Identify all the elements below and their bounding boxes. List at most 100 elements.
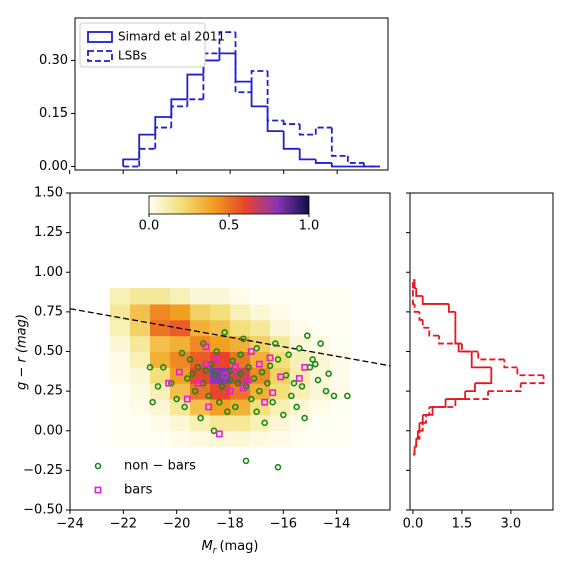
heatmap-cell [310, 430, 331, 448]
histogram-step [488, 383, 522, 393]
histogram-step [503, 359, 518, 369]
point [149, 398, 156, 406]
heatmap-cell [150, 303, 171, 321]
point [264, 379, 271, 387]
histogram-step [154, 126, 172, 149]
heatmap-cell [290, 399, 311, 416]
point [258, 368, 266, 376]
point [266, 354, 274, 362]
histogram-step [266, 71, 284, 122]
histogram-step [170, 98, 188, 117]
heatmap-cell [250, 430, 271, 448]
heatmap-cell [210, 430, 231, 448]
point [202, 367, 210, 374]
legend-marker [94, 486, 102, 494]
histogram-step [298, 148, 316, 161]
y-tick-label: 0.25 [34, 384, 63, 399]
histogram-step [417, 422, 421, 432]
heatmap-cell [290, 335, 311, 352]
point [146, 364, 154, 371]
heatmap-cell [110, 399, 131, 416]
heatmap-cell [150, 399, 171, 416]
y-axis-label: g − r (mag) [15, 314, 30, 390]
point [269, 398, 276, 406]
heatmap-cell [210, 414, 231, 432]
heatmap-cell [190, 430, 211, 448]
histogram-step [218, 31, 236, 54]
heatmap-cell [130, 303, 151, 321]
point [173, 395, 180, 403]
y-tick-label: 1.00 [34, 265, 63, 280]
heatmap-cell [170, 383, 191, 400]
histogram-step [455, 391, 489, 400]
histogram-step [363, 162, 380, 168]
histogram-step [428, 327, 440, 337]
trend-line [70, 308, 390, 367]
heatmap-cell [330, 430, 351, 448]
point [202, 360, 210, 368]
point [165, 379, 173, 387]
histogram-step [421, 319, 430, 329]
x-tick-label: −18 [216, 517, 243, 532]
heatmap-cell [110, 335, 131, 352]
heatmap-cell [130, 430, 151, 448]
heatmap-cell [250, 399, 271, 416]
heatmap-cell [130, 383, 151, 400]
heatmap-cell [330, 399, 351, 416]
y-tick-label: 1.50 [34, 186, 63, 201]
point [261, 398, 269, 406]
point [242, 457, 250, 465]
histogram-step [330, 162, 348, 168]
heatmap-cell [290, 383, 311, 400]
heatmap-cell [230, 399, 251, 416]
histogram-step [234, 32, 252, 94]
colorbar-tick-label: 1.0 [299, 219, 320, 234]
point [247, 348, 255, 355]
histogram-step [520, 375, 545, 385]
point [186, 356, 194, 363]
point [277, 373, 285, 381]
heatmap-cell [250, 414, 271, 432]
point [304, 332, 311, 339]
point [314, 376, 322, 384]
point [237, 370, 244, 377]
point [221, 329, 228, 336]
histogram-step [445, 391, 467, 400]
heatmap-cell [150, 351, 171, 368]
point [245, 364, 252, 371]
x-tick-label: −16 [270, 517, 297, 532]
histogram-step [516, 367, 544, 377]
histogram-step [419, 414, 424, 424]
heatmap-cell [310, 319, 331, 337]
x-tick-label: −24 [56, 517, 83, 532]
point [298, 383, 306, 390]
heatmap-cell [290, 319, 311, 337]
heatmap-cell [170, 351, 191, 368]
x-label-symbol: M [202, 539, 213, 554]
histogram-step [314, 159, 332, 164]
x-tick-label: −14 [323, 517, 350, 532]
heatmap-cell [250, 351, 271, 368]
point [194, 364, 202, 371]
heatmap-cell [250, 288, 271, 305]
heatmap-cell [170, 303, 191, 321]
point [312, 360, 319, 368]
heatmap-cell [250, 367, 271, 384]
point [239, 384, 247, 392]
histogram-step [461, 343, 479, 353]
point [274, 356, 282, 363]
histogram-step [186, 98, 204, 107]
heatmap-cell [130, 367, 151, 384]
heatmap-cell [330, 303, 351, 321]
point [216, 398, 223, 406]
point [218, 383, 226, 390]
heatmap-cell [150, 335, 171, 352]
y-tick-label: 0.00 [34, 423, 63, 438]
histogram-step [425, 406, 431, 416]
heatmap-cell [150, 288, 171, 305]
heatmap-cell [330, 383, 351, 400]
heatmap-cell [170, 288, 191, 305]
point [231, 363, 239, 371]
colorbar [148, 195, 310, 215]
